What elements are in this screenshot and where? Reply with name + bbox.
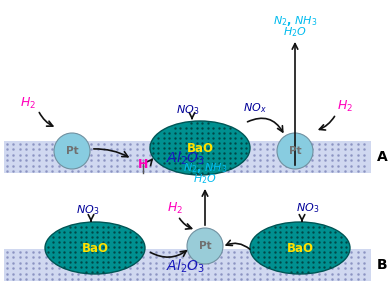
Ellipse shape (45, 222, 145, 274)
Ellipse shape (54, 133, 90, 169)
Text: A: A (377, 150, 387, 164)
Text: BaO: BaO (187, 142, 214, 154)
Text: H: H (138, 158, 148, 170)
Text: $H_2$: $H_2$ (20, 96, 36, 111)
Ellipse shape (277, 133, 313, 169)
Text: $H_2O$: $H_2O$ (193, 172, 217, 186)
Text: BaO: BaO (82, 241, 109, 255)
Text: $NO_3$: $NO_3$ (296, 201, 319, 215)
Ellipse shape (150, 121, 250, 175)
Text: $N_2$, $NH_3$: $N_2$, $NH_3$ (183, 161, 227, 175)
Text: $H_2$: $H_2$ (167, 200, 183, 216)
Bar (4, 141, 371, 173)
Text: $H_2$: $H_2$ (337, 98, 353, 114)
Text: B: B (377, 258, 387, 272)
Ellipse shape (250, 222, 350, 274)
Text: $Al_2O_3$: $Al_2O_3$ (165, 258, 205, 275)
Text: $Al_2O_3$: $Al_2O_3$ (165, 150, 205, 167)
Text: $NO_3$: $NO_3$ (76, 203, 100, 217)
Text: BaO: BaO (287, 241, 314, 255)
Bar (4, 249, 371, 281)
Text: Pt: Pt (199, 241, 211, 251)
Text: $N_2$, $NH_3$: $N_2$, $NH_3$ (273, 14, 317, 28)
Text: $NO_x$: $NO_x$ (243, 101, 267, 115)
Text: Pt: Pt (66, 146, 78, 156)
Text: $H_2O$: $H_2O$ (283, 25, 307, 39)
Ellipse shape (187, 228, 223, 264)
Text: Pt: Pt (289, 146, 301, 156)
Text: $NO_3$: $NO_3$ (176, 103, 200, 117)
